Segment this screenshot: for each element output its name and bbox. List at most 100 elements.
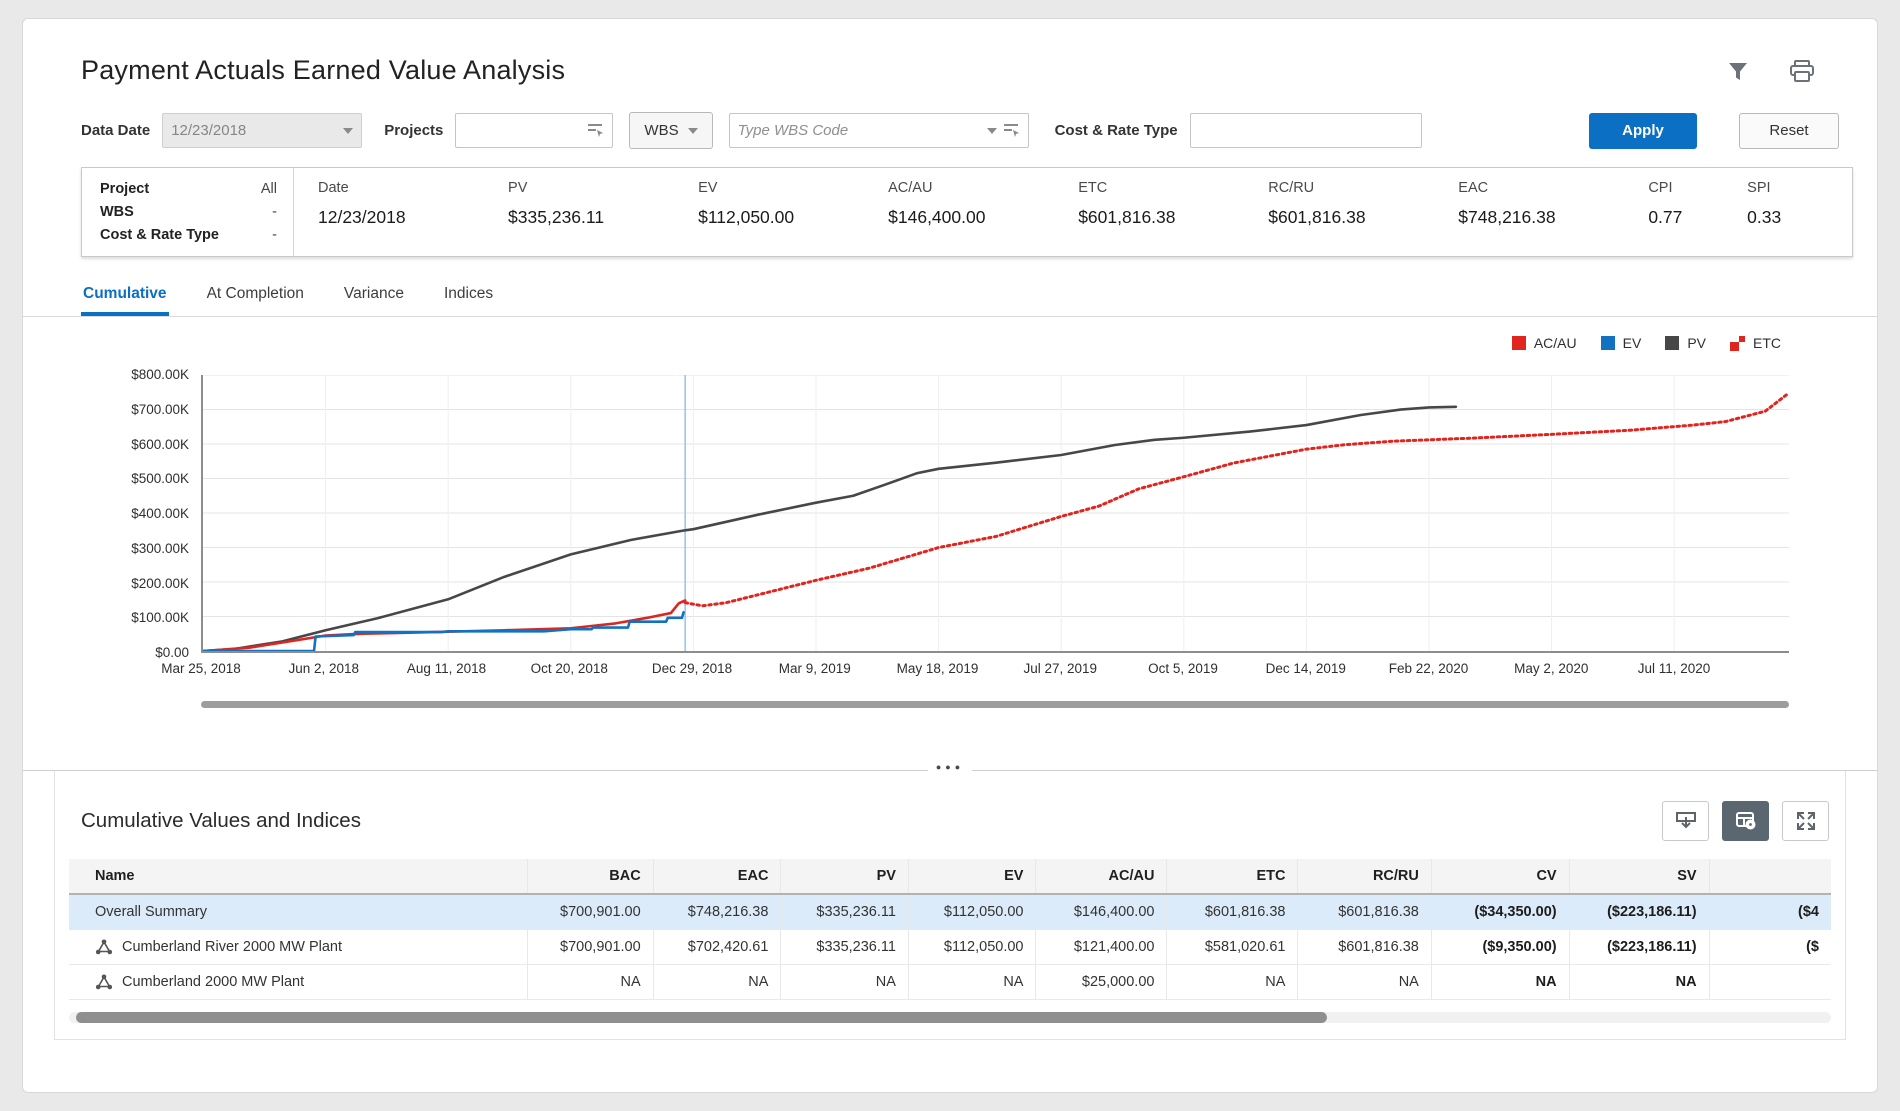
legend-swatch: [1665, 336, 1680, 350]
legend-item-etc[interactable]: ETC: [1730, 335, 1781, 351]
y-tick-label: $0.00: [155, 645, 189, 660]
summary-metric-date: Date 12/23/2018: [318, 180, 406, 227]
legend-swatch: [1511, 336, 1526, 350]
table-header-row: Name BAC EAC PV EV AC/AU ETC RC/RU CV SV: [69, 859, 1831, 895]
legend-label: PV: [1687, 335, 1706, 351]
horizontal-scrollbar-track[interactable]: [69, 1012, 1831, 1023]
table-row[interactable]: Cumberland 2000 MW Plant NA NA NA NA $25,000.…: [69, 964, 1831, 1000]
wbs-code-input[interactable]: [728, 113, 1029, 148]
column-header-name[interactable]: Name: [69, 859, 528, 895]
table-row[interactable]: Cumberland River 2000 MW Plant $700,901.0…: [69, 929, 1831, 965]
x-tick-label: Mar 25, 2018: [161, 661, 241, 676]
x-tick-label: Jul 27, 2019: [1023, 661, 1098, 676]
column-header-pv[interactable]: PV: [780, 859, 909, 895]
horizontal-scrollbar-thumb[interactable]: [76, 1012, 1328, 1023]
legend-label: EV: [1622, 335, 1642, 351]
table-cell-name: Cumberland 2000 MW Plant: [69, 964, 528, 1000]
chevron-down-icon: [343, 127, 354, 134]
table-row[interactable]: Overall Summary $700,901.00 $748,216.38 $33…: [69, 894, 1831, 930]
y-tick-label: $200.00K: [131, 575, 189, 591]
table-cell: $121,400.00: [1035, 929, 1167, 965]
project-network-icon: [95, 939, 113, 955]
table-cell: $146,400.00: [1035, 894, 1167, 930]
data-date-label: Data Date: [81, 122, 151, 139]
column-header-overflow[interactable]: [1708, 859, 1831, 895]
table-cell: ($: [1708, 929, 1831, 965]
tab-at-completion[interactable]: At Completion: [206, 285, 304, 302]
column-header-cv[interactable]: CV: [1430, 859, 1570, 895]
column-header-etc[interactable]: ETC: [1166, 859, 1298, 895]
evm-chart-plot[interactable]: [201, 375, 1789, 653]
x-tick-label: Dec 29, 2018: [651, 661, 733, 676]
table-cell-name: Overall Summary: [69, 894, 528, 930]
projects-label: Projects: [384, 122, 444, 139]
legend-label: AC/AU: [1533, 335, 1577, 351]
summary-metric-pv: PV $335,236.11: [508, 180, 605, 227]
summary-metric-rcru: RC/RU $601,816.38: [1268, 180, 1366, 227]
table-cell: $335,236.11: [780, 929, 909, 965]
legend-label: ETC: [1753, 335, 1781, 351]
x-tick-label: Dec 14, 2019: [1265, 661, 1346, 676]
cost-rate-type-label: Cost & Rate Type: [1054, 122, 1178, 139]
tab-indices[interactable]: Indices: [443, 285, 494, 302]
y-tick-label: $100.00K: [131, 610, 189, 626]
legend-item-acau[interactable]: AC/AU: [1511, 335, 1577, 351]
table-cell: NA: [780, 964, 909, 1000]
column-header-bac[interactable]: BAC: [527, 859, 654, 895]
table-cell: NA: [1297, 964, 1432, 1000]
table-cell: NA: [1568, 964, 1710, 1000]
table-panel: Cumulative Values and Indices: [54, 771, 1846, 1040]
table-cell: $601,816.38: [1166, 894, 1298, 930]
series-ev: [203, 612, 684, 651]
legend-item-ev[interactable]: EV: [1600, 335, 1642, 351]
y-tick-label: $800.00K: [131, 367, 189, 382]
apply-button[interactable]: Apply: [1589, 112, 1697, 149]
resize-handle[interactable]: ●●●: [927, 762, 973, 772]
table-cell: NA: [907, 964, 1036, 1000]
reset-button[interactable]: Reset: [1739, 112, 1839, 149]
tab-variance[interactable]: Variance: [343, 285, 404, 302]
picker-icon: [1003, 124, 1019, 137]
evm-chart[interactable]: [203, 375, 1789, 651]
table-scroll-area: Name BAC EAC PV EV AC/AU ETC RC/RU CV SV Overall …: [69, 859, 1831, 1000]
table-settings-icon[interactable]: [1722, 801, 1769, 841]
title-row: Payment Actuals Earned Value Analysis: [23, 19, 1877, 86]
chart-scrollbar[interactable]: [201, 701, 1789, 708]
table-cell: NA: [1166, 964, 1298, 1000]
chevron-down-icon: [687, 127, 698, 134]
table-cell: NA: [1430, 964, 1570, 1000]
column-header-sv[interactable]: SV: [1568, 859, 1710, 895]
table-cell: NA: [527, 964, 654, 1000]
table-toolbar: [1662, 801, 1829, 841]
table-cell: ($223,186.11): [1568, 894, 1710, 930]
table-cell: $702,420.61: [652, 929, 781, 965]
column-header-eac[interactable]: EAC: [652, 859, 781, 895]
x-tick-label: Feb 22, 2020: [1388, 661, 1469, 676]
summary-metric-spi: SPI 0.33: [1747, 180, 1782, 227]
y-tick-label: $700.00K: [131, 401, 189, 417]
table-cell: NA: [652, 964, 781, 1000]
table-cell: $112,050.00: [907, 929, 1036, 965]
tab-cumulative[interactable]: Cumulative: [81, 279, 169, 316]
projects-input[interactable]: [455, 113, 614, 148]
table-cell: $601,816.38: [1297, 894, 1432, 930]
legend-item-pv[interactable]: PV: [1665, 335, 1706, 351]
column-header-rcru[interactable]: RC/RU: [1297, 859, 1432, 895]
expand-icon[interactable]: [1782, 801, 1829, 841]
summary-metric-ev: EV $112,050.00: [698, 180, 795, 227]
download-icon[interactable]: [1662, 801, 1709, 841]
column-header-acau[interactable]: AC/AU: [1035, 859, 1167, 895]
summary-metrics: Date 12/23/2018 PV $335,236.11 EV $112,050.00…: [294, 168, 1852, 256]
table-cell-name: Cumberland River 2000 MW Plant: [69, 929, 528, 965]
data-date-input[interactable]: [162, 113, 363, 148]
wbs-dropdown-button[interactable]: WBS: [629, 112, 713, 149]
cost-rate-type-input[interactable]: [1189, 113, 1422, 148]
column-header-ev[interactable]: EV: [907, 859, 1036, 895]
cumulative-values-table: Name BAC EAC PV EV AC/AU ETC RC/RU CV SV Overall …: [69, 859, 1831, 1000]
series-etc: [685, 393, 1789, 606]
print-icon[interactable]: [1789, 59, 1815, 83]
table-cell: $748,216.38: [652, 894, 781, 930]
filter-icon[interactable]: [1727, 60, 1749, 82]
table-cell: $335,236.11: [780, 894, 909, 930]
chart-section: AC/AU EV PV ETC $800.00K $700.00K $600.00K $50…: [23, 317, 1877, 770]
